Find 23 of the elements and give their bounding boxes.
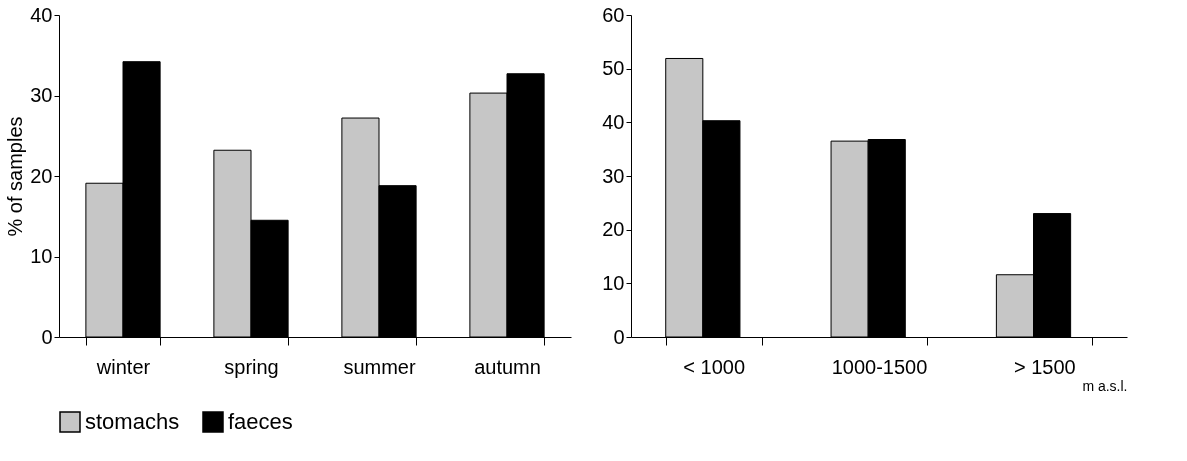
x-tick-label: autumn: [474, 355, 541, 378]
y-tick-label: 40: [30, 3, 53, 26]
x-tick-label: summer: [343, 355, 416, 378]
y-tick-label: 60: [602, 3, 625, 26]
y-tick-label: 20: [602, 218, 625, 241]
legend-label: faeces: [228, 409, 293, 434]
y-tick-label: 0: [41, 325, 53, 348]
y-tick-label: 0: [613, 325, 625, 348]
x-tick-label: > 1500: [1013, 355, 1076, 378]
x-axis-title: m a.s.l.: [1082, 377, 1128, 394]
y-tick-label: 40: [602, 110, 625, 133]
y-tick-label: 30: [602, 164, 625, 187]
x-tick-label: spring: [224, 355, 279, 378]
y-tick-label: 20: [30, 164, 53, 187]
y-tick-label: 10: [602, 271, 625, 294]
y-axis-title: % of samples: [4, 116, 27, 237]
y-tick-label: 50: [602, 57, 625, 80]
y-tick-label: 10: [30, 245, 53, 267]
y-tick-label: 30: [30, 84, 53, 106]
x-tick-label: < 1000: [683, 355, 746, 378]
x-tick-label: winter: [95, 355, 151, 378]
legend-label: stomachs: [85, 409, 180, 434]
x-tick-label: 1000-1500: [831, 355, 928, 378]
